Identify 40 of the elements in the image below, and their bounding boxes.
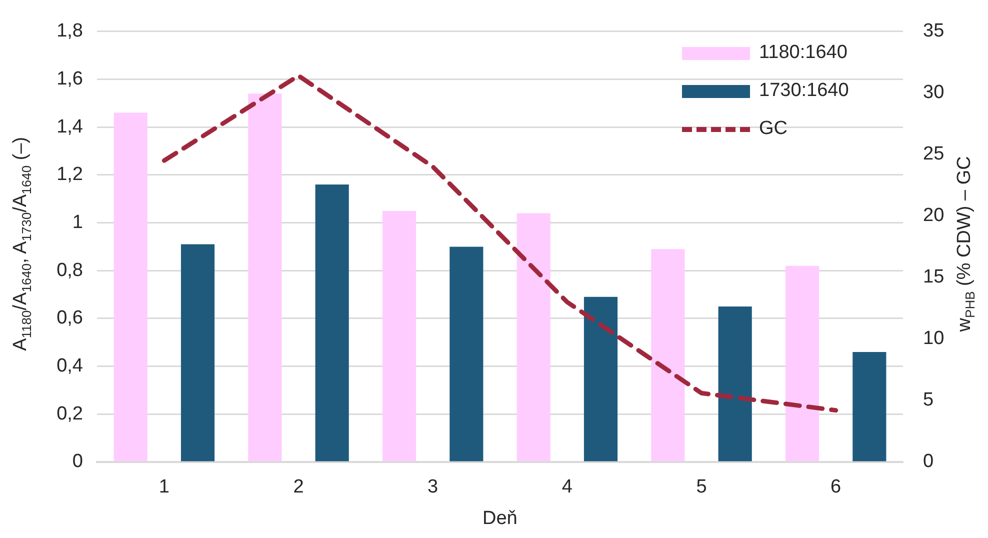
y-tick-label: 0 (72, 451, 83, 472)
legend-label: GC (759, 118, 788, 140)
bar (718, 306, 752, 462)
y2-tick-label: 35 (923, 20, 944, 42)
y-tick-label: 1,4 (56, 116, 84, 138)
x-tick-label: 3 (428, 476, 438, 498)
bar (785, 266, 820, 462)
y2-tick-label: 25 (923, 144, 944, 165)
y2-tick-label: 20 (923, 205, 944, 226)
bar (516, 213, 550, 462)
bar (315, 184, 349, 462)
bar (450, 246, 484, 462)
x-tick-label: 6 (830, 476, 842, 498)
y-tick-label: 1 (72, 212, 83, 234)
y-tick-label: 0,8 (56, 260, 83, 281)
y2-tick-label: 30 (923, 82, 944, 104)
y2-tick-label: 0 (923, 451, 934, 472)
bar (114, 112, 148, 462)
x-tick-label: 4 (562, 476, 573, 498)
y-tick-label: 1,2 (56, 164, 83, 186)
bar (584, 296, 618, 462)
x-tick-label: 2 (293, 476, 304, 498)
y-tick-label: 0,6 (56, 308, 83, 329)
bar (852, 352, 886, 462)
y-tick-label: 0,2 (56, 403, 83, 424)
y-tick-label: 1,8 (56, 20, 83, 42)
bar (248, 94, 282, 462)
x-tick-label: 1 (158, 476, 170, 498)
y-tick-label: 1,6 (56, 68, 83, 90)
bar (651, 249, 685, 462)
x-axis-title: Deň (482, 508, 518, 530)
x-tick-label: 5 (696, 476, 707, 498)
legend-label: 1730:1640 (759, 80, 849, 102)
bar (180, 244, 215, 462)
bar (382, 210, 416, 462)
y2-tick-label: 5 (923, 390, 934, 411)
y2-tick-label: 10 (923, 328, 944, 350)
legend-label: 1180:1640 (759, 42, 848, 64)
y2-tick-label: 15 (923, 266, 944, 288)
y-tick-label: 0,4 (56, 356, 84, 377)
